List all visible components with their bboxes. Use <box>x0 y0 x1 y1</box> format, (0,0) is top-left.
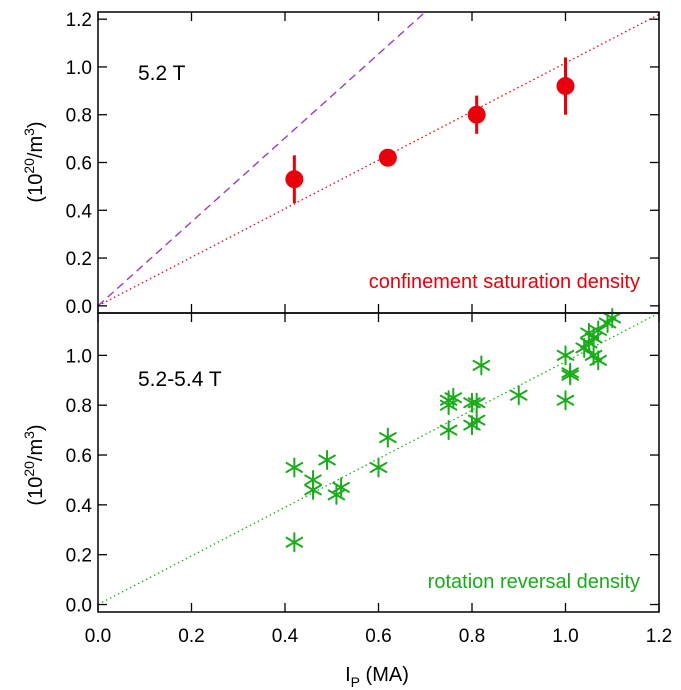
top-y-axis-title-close: ) <box>25 121 47 128</box>
top-y-tick-label: 0.2 <box>66 249 92 270</box>
bottom-data-point-stroke-2 <box>561 367 579 379</box>
bottom-data-point-stroke-2 <box>467 414 486 426</box>
bottom-y-tick-label: 1.0 <box>66 346 92 367</box>
bottom-data-point <box>369 457 388 478</box>
bottom-data-point-stroke-2 <box>379 432 397 444</box>
bottom-y-tick-label: 0.0 <box>66 596 92 617</box>
top-y-axis-title-base: (10 <box>25 174 47 203</box>
bottom-data-point <box>589 350 608 371</box>
bottom-panel-label: 5.2-5.4 T <box>138 368 222 391</box>
bottom-y-axis-title-close: ) <box>25 424 47 431</box>
x-tick-label: 0.2 <box>178 626 204 647</box>
bottom-data-point <box>467 410 486 431</box>
bottom-data-point-stroke-2 <box>472 359 491 371</box>
top-data-point <box>285 170 304 189</box>
top-panel-label: 5.2 T <box>138 62 186 85</box>
bottom-y-axis-title-unit-exponent: 3 <box>21 431 37 439</box>
bottom-data-point <box>285 532 304 553</box>
bottom-data-point-stroke-2 <box>589 354 608 366</box>
top-data-point <box>378 148 397 167</box>
top-y-tick-label: 0.0 <box>66 297 92 318</box>
bottom-data-point-stroke-2 <box>556 394 575 406</box>
bottom-data-point <box>318 450 336 471</box>
bottom-data-point-stroke-2 <box>509 389 528 401</box>
top-y-tick-label: 0.6 <box>66 154 92 175</box>
top-panel: 5.2 T confinement saturation density (10… <box>21 10 660 318</box>
top-y-axis-title-exponent: 20 <box>21 158 37 174</box>
top-y-axis-title-unit: /m <box>25 136 47 158</box>
bottom-y-axis-title-unit: /m <box>25 439 47 461</box>
bottom-data-point-stroke-2 <box>467 397 486 409</box>
bottom-data-point <box>285 457 304 478</box>
x-tick-label: 0.6 <box>365 626 391 647</box>
bottom-y-tick-label: 0.4 <box>66 496 93 517</box>
bottom-data-point <box>472 355 491 376</box>
bottom-data-point <box>509 385 528 406</box>
bottom-data-point <box>304 479 322 500</box>
x-tick-label: 0.4 <box>272 626 299 647</box>
bottom-data-point-stroke-2 <box>439 424 458 436</box>
bottom-data-point-stroke-2 <box>285 461 304 473</box>
x-axis-title-symbol: I <box>345 664 351 686</box>
bottom-data-point <box>444 387 463 408</box>
bottom-data-point-stroke-2 <box>332 481 350 493</box>
bottom-y-tick-label: 0.6 <box>66 446 92 467</box>
bottom-panel: 5.2-5.4 T rotation reversal density (102… <box>21 307 672 690</box>
x-axis-title-subscript: P <box>351 674 360 690</box>
top-data-point <box>467 105 486 124</box>
top-y-axis-title-unit-exponent: 3 <box>21 128 37 136</box>
bottom-y-axis-title-base: (10 <box>25 477 47 506</box>
top-y-tick-label: 1.0 <box>66 58 92 79</box>
bottom-data-point-stroke-2 <box>304 484 322 496</box>
top-y-tick-label: 0.8 <box>66 106 92 127</box>
top-panel-annotation: confinement saturation density <box>369 271 640 293</box>
bottom-data-point-stroke-2 <box>444 392 463 404</box>
bottom-data-point <box>439 420 458 441</box>
top-dashed-line-1 <box>98 12 426 307</box>
x-tick-label: 0.0 <box>85 626 111 647</box>
bottom-data-point <box>556 390 575 411</box>
x-tick-label: 1.0 <box>552 626 578 647</box>
bottom-data-point-stroke-2 <box>285 536 304 548</box>
top-dotted-line-0 <box>98 13 659 307</box>
bottom-data-point <box>379 427 397 448</box>
bottom-data-point <box>332 477 350 498</box>
top-plot-frame <box>97 11 660 314</box>
bottom-data-point-stroke-2 <box>589 324 608 336</box>
bottom-data-point-stroke-2 <box>318 454 336 466</box>
bottom-y-axis-title-exponent: 20 <box>21 461 37 477</box>
x-axis-title-unit: (MA) <box>360 664 409 686</box>
bottom-data-point <box>589 320 608 341</box>
top-data-point <box>556 77 575 96</box>
top-y-axis-title: (1020/m3) <box>21 121 47 202</box>
bottom-y-axis-title: (1020/m3) <box>21 424 47 505</box>
bottom-data-point-stroke-2 <box>369 461 388 473</box>
bottom-data-point-stroke-2 <box>556 349 575 361</box>
bottom-y-tick-label: 0.8 <box>66 396 92 417</box>
x-tick-label: 0.8 <box>459 626 485 647</box>
bottom-data-point <box>556 345 575 366</box>
bottom-data-point-stroke-2 <box>603 312 622 324</box>
top-y-tick-label: 0.4 <box>66 201 93 222</box>
bottom-y-tick-label: 0.2 <box>66 546 92 567</box>
bottom-data-point <box>603 307 622 328</box>
top-y-tick-label: 1.2 <box>66 10 92 31</box>
bottom-data-point <box>561 362 579 383</box>
x-tick-label: 1.2 <box>646 626 672 647</box>
bottom-panel-annotation: rotation reversal density <box>428 571 640 593</box>
x-axis-title: IP (MA) <box>345 664 409 690</box>
bottom-data-point <box>467 392 486 413</box>
